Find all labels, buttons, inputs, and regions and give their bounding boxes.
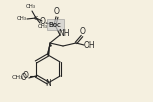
FancyBboxPatch shape [47, 18, 63, 29]
Polygon shape [47, 43, 50, 55]
Text: NH: NH [58, 29, 70, 38]
Text: CH₃: CH₃ [17, 17, 27, 22]
Text: O: O [40, 18, 46, 27]
Text: O: O [54, 8, 60, 17]
Text: N: N [45, 79, 51, 88]
Text: CH₃: CH₃ [12, 75, 24, 80]
Text: C: C [34, 16, 38, 21]
Text: Boc: Boc [49, 22, 62, 28]
Text: O: O [21, 74, 27, 83]
Text: O: O [80, 28, 86, 37]
Text: O: O [22, 72, 28, 80]
Text: CH₃: CH₃ [26, 4, 36, 9]
Text: OH: OH [83, 42, 95, 50]
Text: CH₃: CH₃ [38, 23, 48, 28]
